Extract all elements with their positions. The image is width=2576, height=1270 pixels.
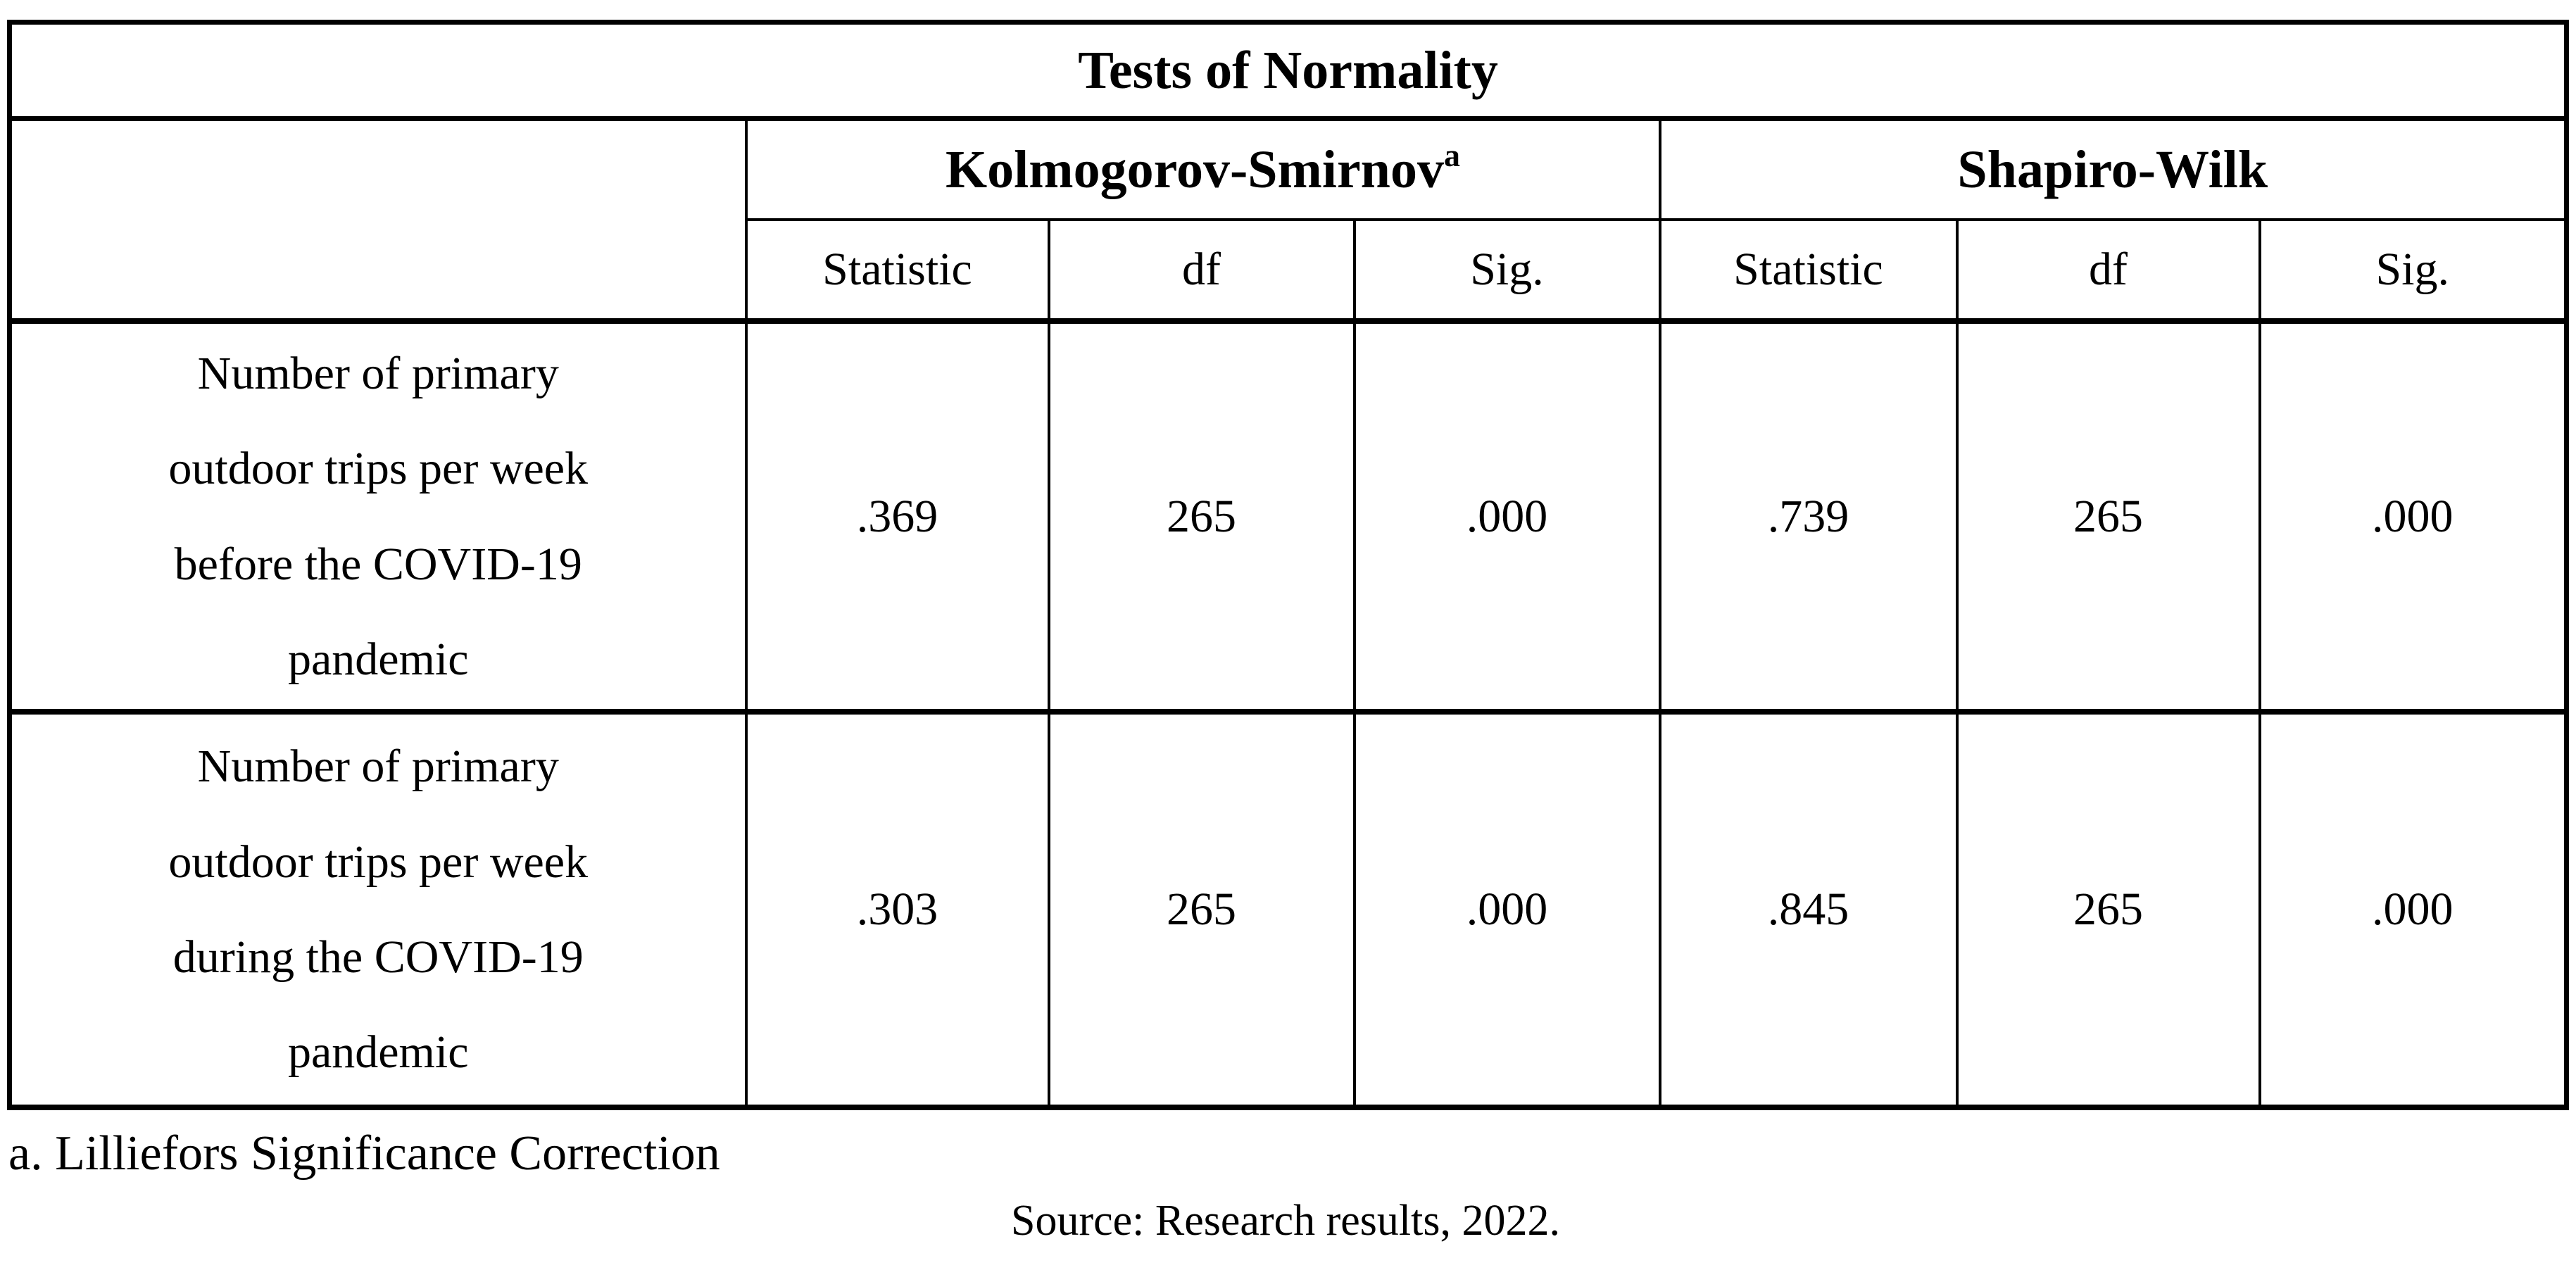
cell-ks-sig: .000 <box>1352 712 1660 1110</box>
cell-ks-statistic: .369 <box>744 321 1049 715</box>
cell-ks-sig: .000 <box>1352 321 1660 715</box>
footnote: a. Lilliefors Significance Correction <box>8 1126 720 1181</box>
footnote-marker-a: a <box>1443 137 1460 173</box>
cell-sw-sig: .000 <box>2258 712 2567 1110</box>
cell-sw-df: 265 <box>1955 712 2260 1110</box>
corner-blank-cell <box>9 118 746 324</box>
subheader-sw-df: df <box>1955 220 2260 324</box>
group-header-kolmogorov-smirnov-label: Kolmogorov-Smirnov <box>945 139 1444 199</box>
subheader-ks-df: df <box>1047 220 1355 324</box>
subheader-sw-sig: Sig. <box>2258 220 2567 324</box>
group-header-shapiro-wilk: Shapiro-Wilk <box>1658 118 2567 221</box>
tests-of-normality-table: Tests of Normality Kolmogorov-Smirnova S… <box>7 20 2570 1110</box>
subheader-sw-statistic: Statistic <box>1658 220 1957 324</box>
cell-ks-statistic: .303 <box>744 712 1049 1110</box>
cell-sw-df: 265 <box>1955 321 2260 715</box>
cell-sw-statistic: .739 <box>1658 321 1957 715</box>
row-label-before-pandemic: Number of primary outdoor trips per week… <box>9 321 746 715</box>
table-title: Tests of Normality <box>9 22 2567 121</box>
group-header-shapiro-wilk-label: Shapiro-Wilk <box>1957 139 2268 199</box>
subheader-ks-statistic: Statistic <box>744 220 1049 324</box>
table-row-before-pandemic: Number of primary outdoor trips per week… <box>9 321 2567 715</box>
source-caption: Source: Research results, 2022. <box>1011 1197 1560 1245</box>
title-row: Tests of Normality <box>9 22 2567 121</box>
cell-sw-sig: .000 <box>2258 321 2567 715</box>
cell-ks-df: 265 <box>1047 712 1355 1110</box>
group-header-kolmogorov-smirnov: Kolmogorov-Smirnova <box>744 118 1660 221</box>
subheader-ks-sig: Sig. <box>1352 220 1660 324</box>
group-header-row: Kolmogorov-Smirnova Shapiro-Wilk <box>9 118 2567 324</box>
subheader-row: Statistic df Sig. Statistic df Sig. <box>10 220 2567 324</box>
table-row-during-pandemic: Number of primary outdoor trips per week… <box>9 712 2567 1110</box>
cell-sw-statistic: .845 <box>1658 712 1957 1110</box>
cell-ks-df: 265 <box>1047 321 1355 715</box>
row-label-during-pandemic: Number of primary outdoor trips per week… <box>9 712 746 1110</box>
